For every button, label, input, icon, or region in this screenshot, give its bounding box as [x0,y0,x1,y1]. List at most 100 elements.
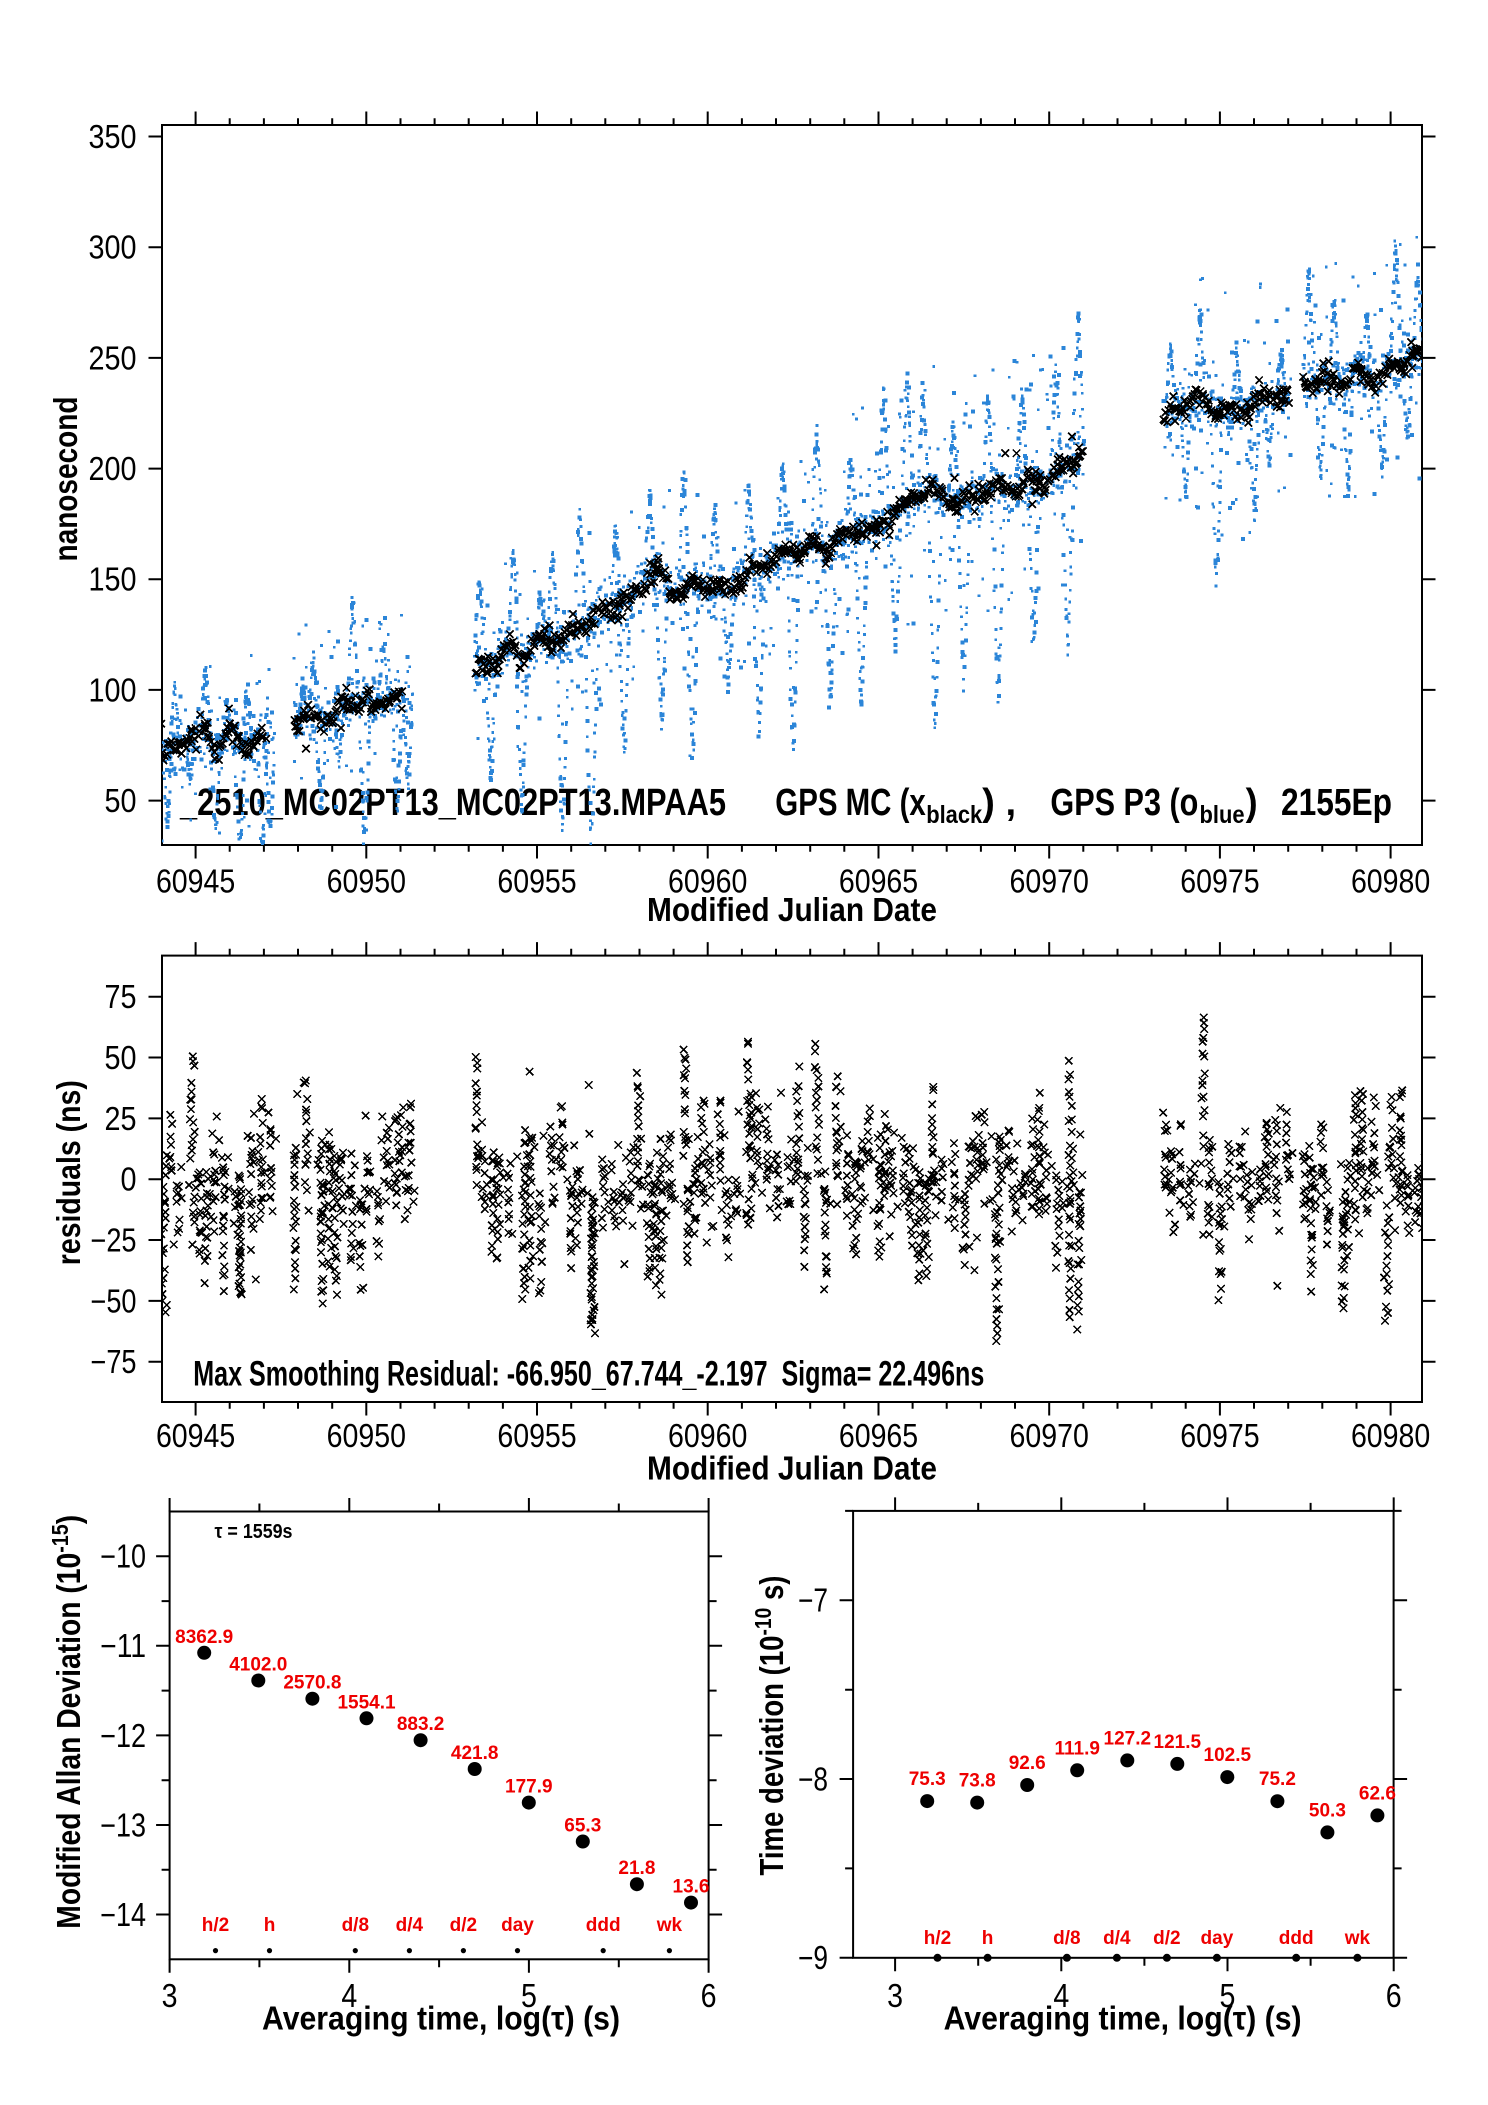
svg-text:Modified Allan Deviation (10-1: Modified Allan Deviation (10-15) [47,1515,87,1929]
svg-text:60945: 60945 [156,863,235,900]
svg-text:2570.8: 2570.8 [283,1673,341,1694]
svg-text:−9: −9 [798,1939,828,1976]
svg-text:50: 50 [105,782,137,819]
svg-text:ddd: ddd [1279,1928,1314,1949]
svg-text:−50: −50 [91,1282,137,1319]
svg-text:177.9: 177.9 [505,1777,553,1798]
svg-text:): ) [1246,782,1258,824]
svg-text:5: 5 [1220,1977,1236,2014]
svg-text:92.6: 92.6 [1009,1753,1046,1774]
svg-text:111.9: 111.9 [1054,1738,1099,1759]
svg-text:wk: wk [1344,1928,1371,1949]
svg-text:Max Smoothing Residual: -66.95: Max Smoothing Residual: -66.950_67.744_-… [193,1355,984,1394]
svg-text:Modified Julian Date: Modified Julian Date [647,891,937,928]
svg-text:60955: 60955 [497,1417,576,1454]
svg-text:60965: 60965 [839,863,918,900]
svg-text:75.3: 75.3 [909,1769,946,1790]
svg-text:−25: −25 [91,1221,137,1258]
svg-text:GPS MC (x: GPS MC (x [775,782,926,824]
svg-text:883.2: 883.2 [397,1714,445,1735]
svg-text:4: 4 [341,1977,357,2014]
svg-text:60950: 60950 [327,863,406,900]
svg-text:d/8: d/8 [342,1915,369,1936]
svg-text:60955: 60955 [497,863,576,900]
svg-text:25: 25 [105,1100,137,1137]
svg-text:−13: −13 [100,1806,146,1843]
svg-text:d/2: d/2 [1153,1928,1180,1949]
svg-text:GPS P3 (o: GPS P3 (o [1050,782,1198,824]
svg-text:) ,: ) , [982,782,1016,824]
svg-text:75: 75 [105,978,137,1015]
svg-text:black: black [926,801,982,829]
svg-text:65.3: 65.3 [564,1816,601,1837]
svg-text:4: 4 [1053,1977,1069,2014]
svg-text:−8: −8 [798,1760,828,1797]
svg-text:60970: 60970 [1010,863,1089,900]
svg-text:60965: 60965 [839,1417,918,1454]
svg-text:day: day [1201,1928,1234,1949]
svg-text:73.8: 73.8 [959,1771,996,1792]
svg-text:d/4: d/4 [396,1915,424,1936]
svg-text:3: 3 [162,1977,178,2014]
svg-text:residuals (ns): residuals (ns) [50,1080,87,1265]
svg-text:60980: 60980 [1351,1417,1430,1454]
svg-text:60950: 60950 [327,1417,406,1454]
svg-text:102.5: 102.5 [1204,1745,1252,1766]
svg-text:_2510_MC02PT13_MC02PT13.MPAA5: _2510_MC02PT13_MC02PT13.MPAA5 [179,782,726,824]
svg-text:50: 50 [105,1039,137,1076]
svg-text:day: day [501,1915,534,1936]
svg-text:5: 5 [521,1977,537,2014]
svg-text:8362.9: 8362.9 [175,1627,233,1648]
svg-text:blue: blue [1200,801,1245,829]
svg-text:60960: 60960 [668,863,747,900]
svg-text:60960: 60960 [668,1417,747,1454]
svg-text:d/4: d/4 [1103,1928,1131,1949]
svg-text:21.8: 21.8 [618,1858,655,1879]
svg-text:Time deviation (10-10 s): Time deviation (10-10 s) [750,1576,790,1876]
svg-text:250: 250 [89,339,137,376]
svg-text:−75: −75 [91,1343,137,1380]
svg-text:Averaging time, log(τ) (s): Averaging time, log(τ) (s) [944,2000,1302,2037]
svg-text:Modified Julian Date: Modified Julian Date [647,1450,937,1487]
svg-text:350: 350 [89,118,137,155]
svg-text:60945: 60945 [156,1417,235,1454]
svg-text:h/2: h/2 [924,1928,951,1949]
svg-text:100: 100 [89,671,137,708]
svg-text:50.3: 50.3 [1309,1800,1346,1821]
svg-text:−10: −10 [100,1538,146,1575]
svg-text:200: 200 [89,450,137,487]
svg-text:−14: −14 [100,1896,146,1933]
svg-text:d/8: d/8 [1053,1928,1080,1949]
svg-text:121.5: 121.5 [1154,1732,1202,1753]
svg-text:127.2: 127.2 [1104,1728,1152,1749]
svg-text:0: 0 [121,1161,137,1198]
svg-text:τ = 1559s: τ = 1559s [215,1521,293,1543]
svg-text:h: h [264,1915,276,1936]
svg-text:−12: −12 [100,1717,146,1754]
svg-text:60975: 60975 [1180,863,1259,900]
svg-text:2155Ep: 2155Ep [1281,782,1392,824]
svg-text:150: 150 [89,561,137,598]
svg-text:6: 6 [1386,1977,1402,2014]
svg-text:60980: 60980 [1351,863,1430,900]
svg-text:h: h [982,1928,994,1949]
svg-text:wk: wk [656,1915,683,1936]
svg-text:60975: 60975 [1180,1417,1259,1454]
svg-text:h/2: h/2 [202,1915,229,1936]
svg-text:300: 300 [89,229,137,266]
svg-text:3: 3 [887,1977,903,2014]
svg-text:nanosecond: nanosecond [47,397,84,562]
svg-text:60970: 60970 [1010,1417,1089,1454]
svg-text:421.8: 421.8 [451,1743,499,1764]
svg-text:13.6: 13.6 [673,1877,710,1898]
svg-text:Averaging time, log(τ) (s): Averaging time, log(τ) (s) [262,2000,620,2037]
svg-text:6: 6 [701,1977,717,2014]
svg-text:1554.1: 1554.1 [337,1692,396,1713]
svg-text:d/2: d/2 [450,1915,477,1936]
svg-text:4102.0: 4102.0 [229,1655,287,1676]
svg-text:ddd: ddd [586,1915,621,1936]
svg-text:−11: −11 [100,1627,146,1664]
svg-text:75.2: 75.2 [1259,1769,1296,1790]
svg-text:62.6: 62.6 [1359,1783,1396,1804]
svg-text:−7: −7 [798,1582,828,1619]
